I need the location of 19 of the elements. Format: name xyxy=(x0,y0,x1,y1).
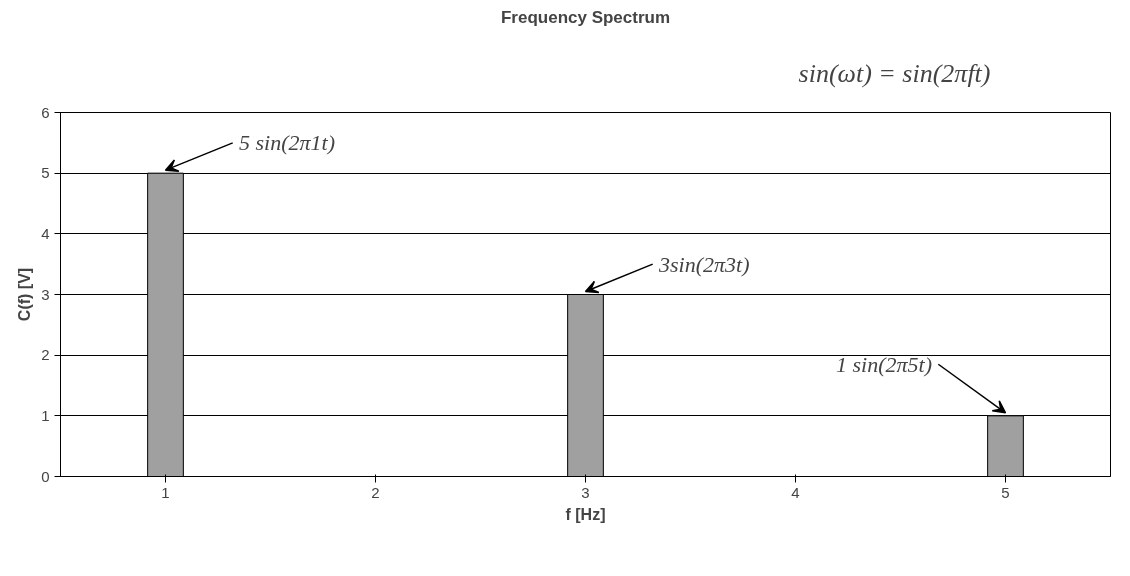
annotation: 3sin(2π3t) xyxy=(658,251,750,277)
y-tick-label: 2 xyxy=(41,346,50,364)
annotation: 1 sin(2π5t) xyxy=(836,351,933,377)
y-tick-label: 5 xyxy=(41,164,50,182)
y-tick-label: 1 xyxy=(41,406,50,424)
y-tick-label: 0 xyxy=(41,467,50,485)
y-axis-title: C(f) [V] xyxy=(16,267,34,322)
x-tick-label: 1 xyxy=(161,483,170,501)
x-tick-label: 3 xyxy=(581,483,590,501)
chart-title: Frequency Spectrum xyxy=(500,7,671,27)
annotation: 5 sin(2π1t) xyxy=(239,130,335,156)
y-tick-label: 3 xyxy=(41,285,50,303)
x-tick-label: 4 xyxy=(791,483,800,501)
text: sin(ωt) = sin(2πft) xyxy=(798,58,991,88)
x-tick-label: 2 xyxy=(371,483,380,501)
x-tick-label: 5 xyxy=(1001,483,1010,501)
y-tick-label: 6 xyxy=(41,103,50,121)
x-axis-title: f [Hz] xyxy=(565,505,606,523)
y-tick-label: 4 xyxy=(41,224,50,242)
